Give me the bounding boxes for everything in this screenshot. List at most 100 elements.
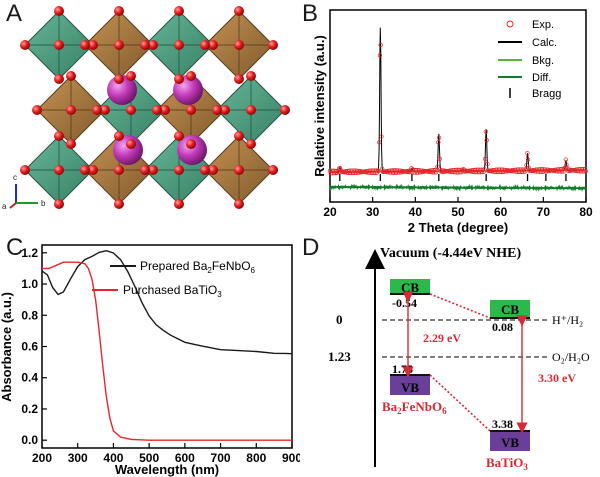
exp-point	[328, 171, 333, 176]
uvvis-y-tick-label: 0.8	[21, 308, 38, 322]
exp-point	[341, 170, 346, 175]
exp-point	[578, 169, 584, 174]
level-zero-label: 0	[336, 312, 343, 327]
oxygen-atom	[212, 105, 222, 115]
oxygen-atom	[80, 40, 90, 50]
uvvis-x-tick-label: 500	[139, 451, 159, 465]
uvvis-x-tick-label: 300	[68, 451, 88, 465]
exp-point	[581, 166, 586, 172]
oxygen-atoms	[20, 6, 290, 209]
bto-vb-value: 3.38	[492, 417, 513, 431]
exp-point	[437, 156, 442, 161]
axis-b-label: b	[41, 199, 46, 208]
band-diagram: Vacuum (-4.44eV NHE) 0 H⁺/H₂ 1.23 O₂/H₂O…	[328, 246, 590, 472]
exp-point	[514, 167, 519, 172]
oxygen-atom	[160, 105, 170, 115]
exp-point	[558, 169, 563, 174]
legend-calc: Calc.	[532, 37, 557, 49]
exp-point	[394, 168, 399, 173]
oxygen-atom	[54, 131, 64, 141]
exp-point	[390, 170, 396, 175]
oxygen-atom	[88, 40, 98, 50]
exp-point	[414, 170, 419, 175]
exp-point	[348, 168, 353, 173]
exp-point	[482, 166, 487, 172]
exp-point	[559, 169, 565, 174]
exp-point	[352, 170, 357, 176]
legend-batio3: Purchased BaTiO3	[123, 283, 222, 299]
xrd-y-label: Relative intensity (a.u.)	[312, 35, 327, 177]
series-ba2fenbo6-line	[41, 249, 293, 355]
exp-point	[495, 167, 500, 172]
oxygen-atom	[148, 40, 158, 50]
exp-point	[393, 170, 399, 175]
oxygen-atom	[186, 71, 196, 81]
xrd-x-tick-label: 30	[366, 205, 380, 219]
exp-point	[456, 170, 461, 175]
oxygen-atom	[246, 139, 256, 149]
exp-point	[521, 169, 526, 174]
exp-point	[350, 170, 356, 176]
xrd-exp-points	[327, 42, 588, 176]
oxygen-atom	[54, 165, 64, 175]
exp-point	[436, 140, 441, 145]
oxygen-atom	[234, 165, 244, 175]
exp-point	[392, 170, 397, 175]
xrd-x-tick-label: 20	[323, 205, 337, 219]
exp-point	[436, 135, 442, 140]
oxygen-atom	[32, 105, 42, 115]
exp-point	[377, 140, 382, 145]
oxygen-atom	[234, 6, 244, 16]
legend-exp: Exp.	[532, 19, 554, 31]
exp-point	[393, 168, 398, 173]
exp-point	[540, 169, 545, 174]
oxygen-atom	[20, 40, 30, 50]
exp-point	[367, 168, 373, 173]
bto-cb-value: 0.08	[492, 320, 513, 334]
exp-point	[350, 168, 355, 173]
exp-point	[498, 167, 503, 172]
exp-point	[384, 169, 389, 175]
exp-point	[370, 170, 375, 176]
oxygen-atom	[114, 74, 124, 84]
bfno-cb-box	[390, 279, 430, 294]
exp-point	[496, 167, 502, 172]
exp-point	[473, 167, 478, 173]
cb-offset-line	[429, 293, 491, 319]
exp-point	[434, 167, 439, 172]
exp-point	[346, 170, 351, 175]
oxygen-atom	[114, 165, 124, 175]
oxygen-atom	[126, 139, 136, 149]
series-batio3-line	[42, 261, 292, 441]
uvvis-y-label: Absorbance (a.u.)	[0, 292, 14, 402]
exp-point	[362, 169, 367, 175]
exp-point	[525, 151, 530, 156]
exp-point	[552, 168, 557, 174]
exp-point	[582, 166, 588, 172]
uvvis-y-tick-label: 1.0	[21, 277, 38, 291]
exp-point	[446, 169, 452, 174]
oxygen-atom	[174, 40, 184, 50]
panel-label-c: C	[6, 234, 24, 261]
exp-point	[405, 169, 410, 175]
legend-bragg: Bragg	[532, 88, 561, 100]
oxygen-atom	[152, 105, 162, 115]
exp-point	[563, 157, 568, 162]
exp-point	[452, 167, 457, 173]
a-site-cation	[177, 135, 207, 165]
exp-point	[531, 168, 536, 174]
xrd-x-tick-label: 80	[579, 205, 593, 219]
exp-point	[513, 169, 519, 174]
oxygen-atom	[140, 40, 150, 50]
uvvis-x-tick-label: 400	[103, 451, 123, 465]
exp-point	[425, 168, 430, 174]
oxygen-atom	[234, 74, 244, 84]
oxygen-atom	[148, 165, 158, 175]
axis-a-label: a	[2, 202, 7, 211]
exp-point	[535, 167, 540, 172]
bfno-vb-label: VB	[401, 380, 419, 395]
exp-point	[519, 167, 524, 172]
exp-point	[580, 169, 585, 174]
uvvis-y-tick-label: 0.0	[21, 433, 38, 447]
oxygen-atom	[234, 40, 244, 50]
